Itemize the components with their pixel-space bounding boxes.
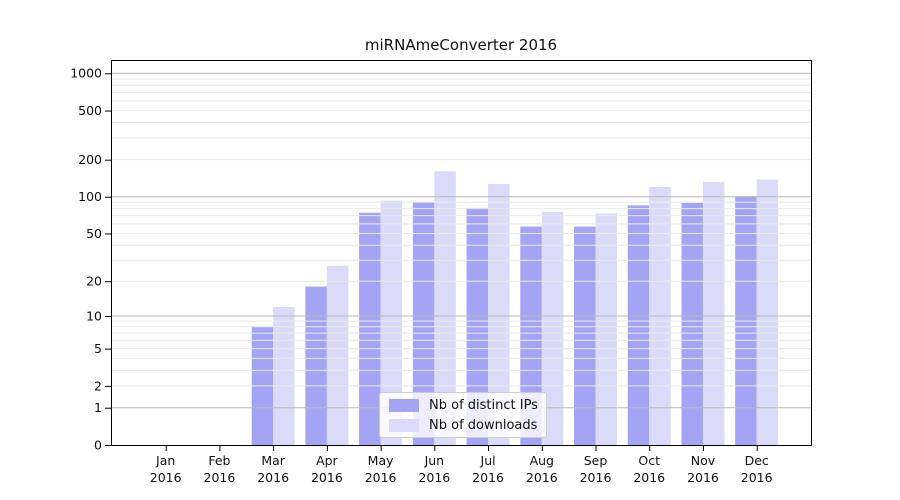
x-tick-label: Nov 2016 (687, 453, 719, 485)
legend-item-downloads: Nb of downloads (389, 418, 537, 433)
legend: Nb of distinct IPs Nb of downloads (379, 392, 547, 438)
x-tick-label: Mar 2016 (257, 453, 289, 485)
x-tick-label: Oct 2016 (633, 453, 665, 485)
bar-downloads-dec (756, 179, 779, 446)
x-tick-label: Jun 2016 (418, 453, 450, 485)
y-tick-label: 0 (94, 437, 102, 452)
x-tick-label: Aug 2016 (526, 453, 558, 485)
y-tick-label: 5 (94, 341, 102, 356)
bar-downloads-may (380, 200, 403, 445)
bar-downloads-aug (541, 212, 564, 445)
bar-ips-sep (574, 226, 596, 445)
bar-ips-oct (627, 205, 650, 445)
x-tick-label: Apr 2016 (311, 453, 343, 485)
x-tick-label: Jan 2016 (150, 453, 182, 485)
plot-border (111, 60, 812, 446)
legend-item-ips: Nb of distinct IPs (389, 397, 538, 413)
y-tick-label: 500 (78, 103, 102, 118)
bar-downloads-nov (702, 181, 725, 445)
legend-swatch-downloads (389, 418, 419, 432)
bar-downloads-jul (488, 183, 510, 445)
y-tick-label: 200 (78, 152, 102, 167)
y-tick-label: 1000 (70, 66, 102, 81)
y-tick-label: 20 (86, 274, 102, 289)
x-tick-label: Feb 2016 (204, 453, 236, 485)
bar-ips-apr (305, 286, 327, 445)
bar-ips-jun (412, 202, 435, 445)
x-tick-label: May 2016 (365, 453, 397, 485)
bar-ips-dec (735, 196, 757, 445)
y-tick-label: 2 (94, 378, 102, 393)
x-tick-label: Jul 2016 (472, 453, 504, 485)
x-tick-label: Sep 2016 (580, 453, 612, 485)
legend-label-downloads: Nb of downloads (429, 417, 538, 433)
legend-label-distinct-ips: Nb of distinct IPs (429, 397, 538, 413)
bar-ips-may (359, 212, 381, 445)
bar-downloads-sep (595, 213, 618, 445)
bar-downloads-mar (273, 307, 295, 445)
y-tick-label: 10 (86, 308, 102, 323)
legend-swatch-distinct-ips (389, 398, 419, 412)
bar-ips-nov (681, 202, 703, 445)
y-tick-label: 100 (78, 189, 102, 204)
bar-downloads-jun (434, 171, 456, 445)
chart-title: miRNAmeConverter 2016 (364, 36, 558, 54)
bar-downloads-apr (326, 265, 349, 445)
y-tick-label: 50 (86, 226, 102, 241)
x-tick-label: Dec 2016 (741, 453, 773, 485)
y-tick-label: 1 (94, 400, 102, 415)
